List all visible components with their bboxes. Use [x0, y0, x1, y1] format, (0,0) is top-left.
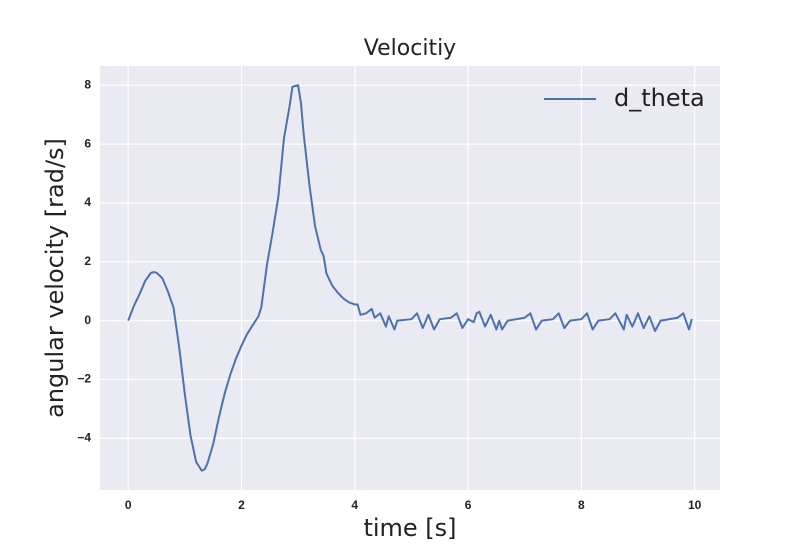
x-tick-label: 0	[125, 498, 132, 512]
y-tick-label: 6	[84, 136, 91, 150]
plot-area	[100, 66, 720, 490]
x-tick-label: 8	[578, 498, 585, 512]
y-tick-label: 4	[84, 195, 91, 209]
y-tick-label: 2	[84, 254, 91, 268]
x-tick-label: 2	[238, 498, 245, 512]
x-tick-label: 10	[688, 498, 702, 512]
y-tick-label: −2	[77, 372, 91, 386]
x-tick-label: 4	[351, 498, 358, 512]
y-tick-label: 0	[84, 313, 91, 327]
y-tick-label: −4	[77, 431, 91, 445]
x-tick-label: 6	[465, 498, 472, 512]
y-tick-label: 8	[84, 77, 91, 91]
x-axis-label: time [s]	[363, 514, 456, 542]
y-axis-label: angular velocity [rad/s]	[41, 138, 69, 418]
chart-title: Velocitiy	[364, 36, 456, 61]
line-series	[127, 84, 693, 472]
legend-label: d_theta	[614, 84, 705, 112]
